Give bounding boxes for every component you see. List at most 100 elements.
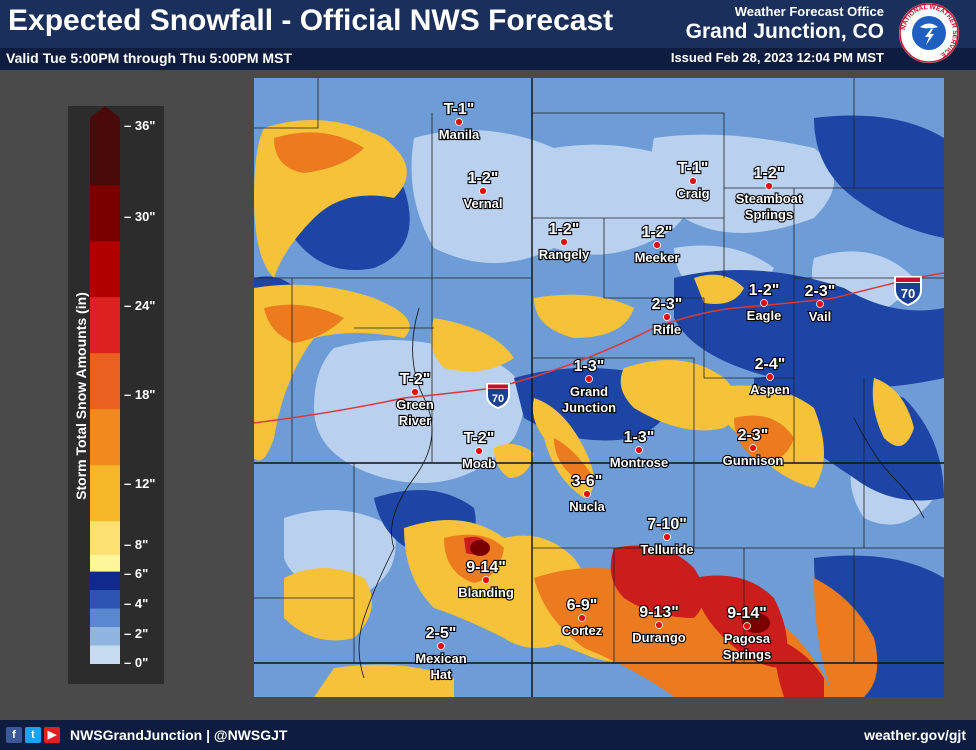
city-marker-icon	[765, 182, 773, 190]
county-borders	[254, 78, 944, 663]
legend-band	[90, 554, 120, 573]
snow-amount-label: 2-4"	[755, 356, 786, 373]
city-moab: T-2" Moab	[461, 429, 497, 472]
city-eagle: 1-2" Eagle	[746, 281, 783, 324]
city-name-label: Montrose	[610, 455, 669, 470]
legend-band	[90, 353, 120, 410]
city-marker-icon	[766, 373, 774, 381]
legend-tick-label: – 0"	[124, 655, 149, 670]
facebook-icon[interactable]: f	[6, 727, 22, 743]
city-grand-junction: 1-3" GrandJunction	[561, 357, 617, 416]
city-vernal: 1-2" Vernal	[462, 169, 503, 212]
legend-tick-label: – 4"	[124, 596, 149, 611]
city-name-label: Moab	[462, 456, 496, 471]
heavy-snow-areas	[464, 536, 824, 697]
city-marker-icon	[663, 533, 671, 541]
city-aspen: 2-4" Aspen	[749, 355, 791, 398]
office-name: Weather Forecast Office	[734, 4, 884, 19]
city-nucla: 3-6" Nucla	[568, 472, 606, 515]
city-name-label: Durango	[632, 630, 686, 645]
city-marker-icon	[816, 300, 824, 308]
legend-tick-label: – 2"	[124, 626, 149, 641]
city-gunnison: 2-3" Gunnison	[722, 426, 785, 469]
legend-tick-label: – 6"	[124, 566, 149, 581]
youtube-icon[interactable]: ▶	[44, 727, 60, 743]
legend-tick-label: – 36"	[124, 118, 156, 133]
city-marker-icon	[411, 388, 419, 396]
website-link[interactable]: weather.gov/gjt	[864, 727, 966, 743]
interstate-shield-icon: 70	[486, 383, 510, 409]
city-marker-icon	[479, 187, 487, 195]
snow-amount-label: 2-3"	[738, 427, 769, 444]
city-craig: T-1" Craig	[675, 159, 710, 202]
legend-band	[90, 297, 120, 354]
nws-logo-icon: NATIONAL WEATHER SERVICE	[899, 3, 959, 63]
city-name-label: Junction	[562, 400, 616, 415]
legend-band	[90, 241, 120, 298]
city-marker-icon	[689, 177, 697, 185]
city-name-label: Springs	[745, 207, 793, 222]
city-name-label: Rangely	[539, 247, 590, 262]
legend-color-bar	[90, 106, 120, 664]
legend-tick-label: – 18"	[124, 387, 156, 402]
snowfall-map: 70 70 T-1" Manila 1-2" Vernal T-1" Craig 1-2" S…	[254, 78, 944, 697]
issued-time: Issued Feb 28, 2023 12:04 PM MST	[670, 50, 884, 65]
legend-arrow-icon	[90, 106, 120, 118]
snow-amount-label: 9-14"	[727, 605, 767, 622]
city-name-label: Pagosa	[724, 631, 771, 646]
city-durango: 9-13" Durango	[631, 603, 687, 646]
page-title: Expected Snowfall - Official NWS Forecas…	[8, 4, 614, 37]
snow-amount-label: 2-5"	[426, 625, 457, 642]
social-handle: NWSGrandJunction | @NWSGJT	[70, 727, 288, 743]
legend-band	[90, 590, 120, 610]
city-marker-icon	[482, 576, 490, 584]
city-marker-icon	[749, 444, 757, 452]
snow-amount-label: 7-10"	[647, 516, 687, 533]
city-telluride: 7-10" Telluride	[639, 515, 694, 558]
city-name-label: Green	[396, 397, 434, 412]
city-manila: T-1" Manila	[438, 100, 481, 143]
snow-amount-label: 1-2"	[468, 170, 499, 187]
city-name-label: Vail	[809, 309, 831, 324]
snow-amount-label: 1-2"	[549, 221, 580, 238]
snow-amount-label: 6-9"	[567, 597, 598, 614]
legend-tick-label: – 12"	[124, 476, 156, 491]
city-name-label: Nucla	[569, 499, 605, 514]
twitter-icon[interactable]: t	[25, 727, 41, 743]
city-marker-icon	[635, 446, 643, 454]
snow-amount-label: 2-3"	[805, 283, 836, 300]
city-marker-icon	[663, 313, 671, 321]
snow-amount-label: 1-3"	[574, 358, 605, 375]
legend-band	[90, 627, 120, 647]
city-marker-icon	[585, 375, 593, 383]
orange-snow-areas	[264, 132, 878, 697]
city-rifle: 2-3" Rifle	[651, 295, 684, 338]
header-bar	[0, 0, 976, 48]
snow-amount-label: 3-6"	[572, 473, 603, 490]
city-meeker: 1-2" Meeker	[633, 223, 680, 266]
legend-band	[90, 521, 120, 556]
city-marker-icon	[655, 621, 663, 629]
city-rangely: 1-2" Rangely	[538, 220, 592, 263]
snow-amount-label: T-1"	[678, 160, 709, 177]
social-icons: f t ▶	[6, 727, 60, 743]
city-name-label: Hat	[431, 667, 453, 682]
valid-period: Valid Tue 5:00PM through Thu 5:00PM MST	[6, 50, 292, 66]
interstate-label: 70	[901, 286, 915, 301]
city-marker-icon	[653, 241, 661, 249]
city-blanding: 9-14" Blanding	[457, 558, 515, 601]
city-marker-icon	[583, 490, 591, 498]
city-name-label: Steamboat	[736, 191, 803, 206]
city-marker-icon	[560, 238, 568, 246]
city-marker-icon	[437, 642, 445, 650]
city-name-label: Gunnison	[723, 453, 784, 468]
snow-amount-label: 2-3"	[652, 296, 683, 313]
legend-band	[90, 409, 120, 466]
legend-band	[90, 465, 120, 522]
snow-amount-label: T-2"	[400, 371, 431, 388]
city-vail: 2-3" Vail	[804, 282, 837, 325]
